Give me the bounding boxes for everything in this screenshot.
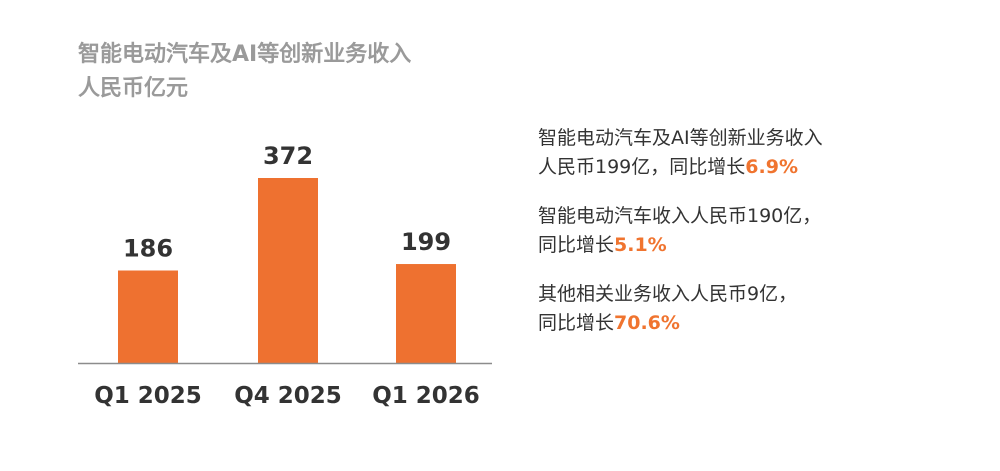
statement-text: 同比增长 [538, 234, 615, 256]
bar-chart: 186 Q1 2025 372 Q4 2025 199 Q1 2026 [78, 142, 492, 409]
bar-Q4-2025 [258, 178, 318, 363]
statement-line: 同比增长5.1% [538, 231, 978, 260]
bar-value-label: 199 [401, 228, 451, 256]
chart-unit: 人民币亿元 [78, 76, 189, 101]
x-tick-label: Q1 2025 [94, 383, 202, 409]
statement-line: 同比增长70.6% [538, 309, 978, 338]
statement-text: 人民币199亿，同比增长 [538, 156, 746, 178]
statement-line: 智能电动汽车收入人民币190亿， [538, 205, 822, 227]
statement-line: 智能电动汽车及AI等创新业务收入 [538, 127, 823, 149]
bar-value-label: 186 [123, 235, 173, 263]
statement-line: 人民币199亿，同比增长6.9% [538, 153, 978, 182]
x-tick-label: Q4 2025 [234, 383, 342, 409]
growth-rate-highlight: 6.9% [745, 156, 798, 178]
statement-other: 其他相关业务收入人民币9亿， 同比增长70.6% [538, 280, 978, 338]
bar-value-label: 372 [263, 142, 313, 170]
statement-ev: 智能电动汽车收入人民币190亿， 同比增长5.1% [538, 202, 978, 260]
bar-Q1-2025 [118, 270, 178, 363]
statements-panel: 智能电动汽车及AI等创新业务收入 人民币199亿，同比增长6.9% 智能电动汽车… [538, 124, 978, 358]
statement-text: 同比增长 [538, 312, 615, 334]
growth-rate-highlight: 70.6% [614, 312, 680, 334]
x-tick-label: Q1 2026 [372, 383, 480, 409]
statement-line: 其他相关业务收入人民币9亿， [538, 283, 798, 305]
chart-title-block: 智能电动汽车及AI等创新业务收入 人民币亿元 [78, 38, 411, 106]
chart-title: 智能电动汽车及AI等创新业务收入 [78, 42, 412, 67]
growth-rate-highlight: 5.1% [614, 234, 667, 256]
bar-Q1-2026 [396, 264, 456, 363]
statement-total: 智能电动汽车及AI等创新业务收入 人民币199亿，同比增长6.9% [538, 124, 978, 182]
